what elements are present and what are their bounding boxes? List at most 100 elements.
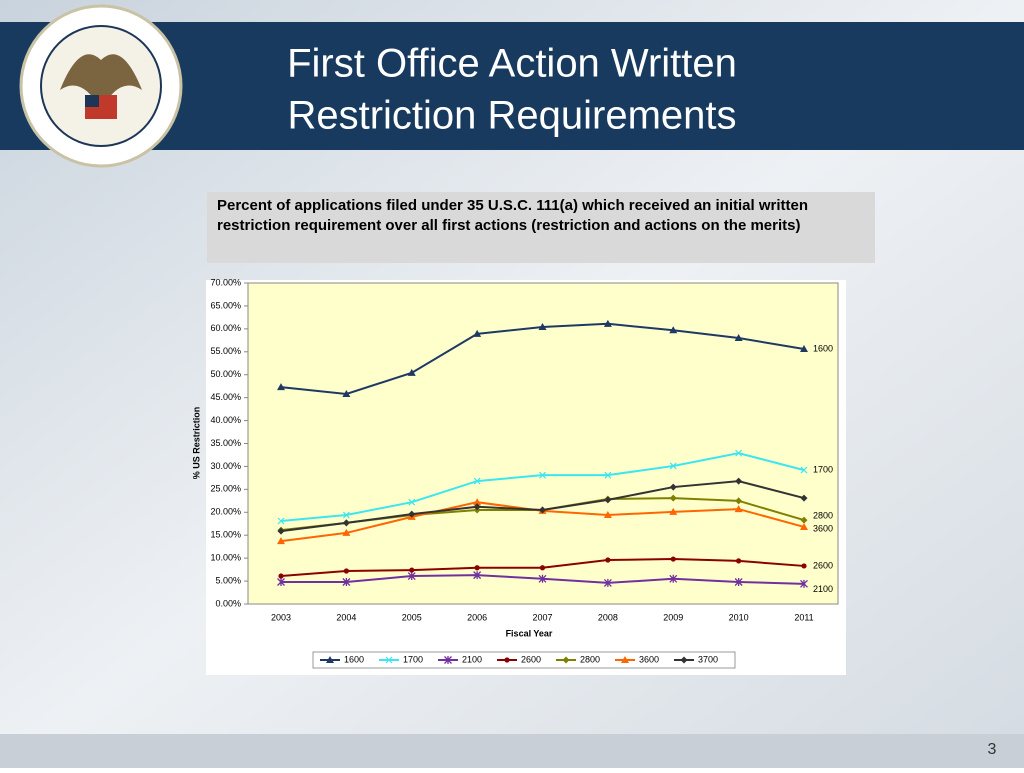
marker	[342, 528, 351, 536]
y-tick-label: 10.00%	[210, 553, 241, 563]
marker	[277, 537, 285, 545]
marker	[735, 477, 743, 485]
x-tick-label: 2006	[467, 612, 487, 622]
marker	[342, 389, 351, 397]
marker	[800, 516, 808, 524]
end-label: 2800	[813, 510, 833, 520]
seal	[19, 4, 183, 168]
y-tick-label: 45.00%	[210, 392, 241, 402]
marker	[800, 494, 808, 502]
marker	[444, 656, 452, 664]
title-line: First Office Action Written	[287, 42, 737, 86]
end-label: 2600	[813, 560, 833, 570]
end-label: 2100	[813, 584, 833, 594]
marker	[342, 519, 350, 527]
marker	[385, 656, 393, 664]
marker	[735, 497, 743, 505]
marker	[800, 345, 808, 353]
marker	[538, 574, 547, 583]
marker	[473, 498, 482, 506]
y-tick-label: 70.00%	[210, 277, 241, 287]
x-tick-label: 2010	[729, 612, 749, 622]
y-tick-label: 50.00%	[210, 369, 241, 379]
marker	[278, 573, 284, 579]
marker	[538, 323, 547, 331]
marker	[408, 498, 416, 506]
marker	[343, 568, 349, 574]
legend-label: 3600	[639, 654, 659, 664]
marker	[604, 496, 612, 504]
x-tick-label: 2003	[271, 612, 291, 622]
y-tick-label: 5.00%	[215, 575, 241, 585]
marker	[539, 565, 546, 571]
marker	[539, 471, 546, 479]
description-box	[207, 192, 875, 263]
legend-label: 1700	[403, 654, 423, 664]
marker	[669, 483, 677, 491]
marker	[734, 577, 743, 586]
end-label: 3600	[813, 523, 833, 533]
x-tick-label: 2005	[402, 612, 422, 622]
x-tick-label: 2011	[794, 612, 813, 622]
marker	[800, 579, 808, 588]
page-number: 3	[988, 741, 997, 758]
marker	[736, 558, 742, 564]
marker	[473, 503, 481, 511]
legend-label: 2600	[521, 654, 541, 664]
legend-label: 2100	[462, 654, 482, 664]
marker	[474, 565, 480, 571]
y-tick-label: 65.00%	[210, 300, 241, 310]
marker	[326, 656, 334, 663]
marker	[669, 326, 678, 334]
y-tick-label: 60.00%	[210, 323, 241, 333]
marker	[277, 577, 285, 586]
y-tick-label: 55.00%	[210, 346, 241, 356]
marker	[801, 563, 807, 569]
end-label: 1600	[813, 343, 833, 353]
marker	[669, 494, 677, 502]
marker	[670, 556, 676, 562]
marker	[734, 334, 743, 342]
title-line: Restriction Requirements	[287, 94, 736, 138]
x-tick-label: 2009	[663, 612, 683, 622]
marker	[473, 571, 482, 580]
description: Percent of applications filed under 35 U…	[217, 197, 808, 234]
marker	[408, 510, 416, 518]
x-axis-title: Fiscal Year	[506, 628, 553, 638]
marker	[277, 527, 285, 535]
marker	[669, 574, 678, 583]
marker	[539, 506, 546, 514]
marker	[800, 522, 808, 530]
marker	[800, 466, 808, 474]
marker	[603, 319, 612, 327]
marker	[605, 557, 611, 563]
marker	[407, 368, 416, 376]
x-tick-label: 2007	[532, 612, 552, 622]
marker	[735, 449, 743, 457]
marker	[603, 511, 612, 519]
description-wrap: Percent of applications filed under 35 U…	[217, 197, 808, 234]
legend-label: 1600	[344, 654, 364, 664]
marker	[680, 656, 688, 664]
plot-area	[247, 282, 839, 605]
legend-label: 3700	[698, 654, 718, 664]
marker	[669, 507, 678, 515]
marker	[407, 572, 416, 581]
marker	[734, 505, 743, 513]
x-tick-label: 2004	[336, 612, 356, 622]
y-tick-label: 40.00%	[210, 415, 241, 425]
marker	[603, 578, 612, 587]
y-tick-label: 0.00%	[215, 598, 241, 608]
y-tick-label: 20.00%	[210, 507, 241, 517]
marker	[562, 656, 570, 664]
marker	[504, 657, 510, 663]
x-tick-label: 2008	[598, 612, 618, 622]
y-tick-label: 35.00%	[210, 438, 241, 448]
y-tick-label: 15.00%	[210, 530, 241, 540]
y-tick-label: 25.00%	[210, 484, 241, 494]
legend	[312, 651, 736, 669]
marker	[277, 517, 285, 525]
footer-bar	[0, 734, 1024, 768]
